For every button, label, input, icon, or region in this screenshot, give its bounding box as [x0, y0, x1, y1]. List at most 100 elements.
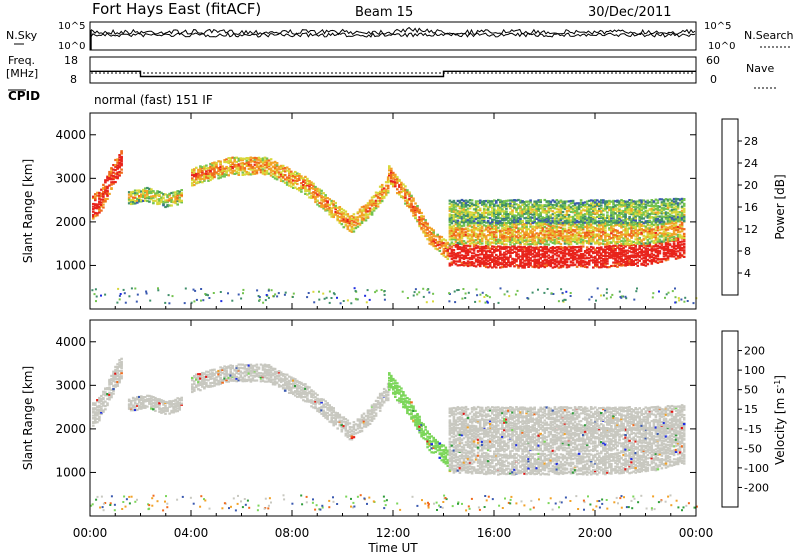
echo-cell: [453, 200, 456, 202]
echo-cell: [206, 294, 208, 296]
echo-cell: [332, 216, 335, 218]
echo-cell: [300, 175, 303, 177]
echo-cell: [96, 214, 99, 216]
echo-cell: [298, 173, 301, 175]
echo-cell: [463, 225, 466, 227]
echo-cell: [104, 181, 107, 183]
echo-cell: [266, 170, 269, 172]
echo-cell: [519, 218, 522, 220]
echo-cell: [110, 187, 113, 189]
echo-cell: [592, 238, 595, 240]
echo-cell: [441, 236, 444, 238]
echo-cell: [412, 200, 415, 202]
echo-cell: [313, 301, 315, 303]
echo-cell: [278, 292, 280, 294]
echo-cell: [533, 216, 536, 218]
echo-cell: [300, 191, 303, 193]
echo-cell: [666, 293, 668, 295]
echo-cell: [537, 210, 540, 212]
station-title: Fort Hays East (fitACF): [92, 0, 261, 18]
echo-cell: [170, 204, 173, 206]
echo-cell: [334, 202, 337, 204]
echo-cell: [98, 416, 101, 418]
echo-cell: [377, 205, 380, 207]
echo-cell: [572, 200, 575, 202]
echo-cell: [519, 243, 522, 245]
echo-cell: [600, 295, 602, 297]
echo-cell: [374, 291, 376, 293]
freq-left-tick-high: 18: [64, 54, 78, 67]
echo-cell: [94, 402, 97, 404]
echo-cell: [580, 199, 583, 201]
echo-cell: [180, 189, 183, 191]
echo-cell: [312, 291, 314, 293]
echo-cell: [683, 216, 686, 218]
echo-cell: [265, 299, 267, 301]
y-tick-label: 1000: [55, 258, 86, 272]
echo-cell: [219, 162, 222, 164]
echo-cell: [594, 256, 597, 258]
echo-cell: [590, 243, 593, 245]
echo-cell: [341, 223, 344, 225]
echo-cell: [602, 221, 605, 223]
echo-cell: [94, 293, 96, 295]
echo-cell: [461, 237, 464, 239]
echo-cell: [547, 288, 549, 290]
echo-cell: [422, 216, 425, 218]
echo-cell: [556, 258, 559, 260]
echo-cell: [572, 262, 575, 264]
echo-cell: [600, 246, 603, 248]
echo-cell: [675, 253, 678, 255]
echo-cell: [308, 292, 310, 294]
echo-cell: [597, 287, 599, 289]
colorbar-tick-label: 8: [744, 245, 751, 258]
freq-left-tick-low: 8: [70, 73, 77, 86]
echo-cell: [495, 234, 498, 236]
echo-cell: [485, 302, 487, 304]
echo-cell: [453, 243, 456, 245]
echo-cell: [673, 236, 676, 238]
noise-right-tick-high: 10^5: [704, 21, 731, 32]
echo-cell: [448, 300, 450, 302]
echo-cell: [95, 300, 97, 302]
echo-cell: [604, 227, 607, 229]
echo-cell: [357, 219, 360, 221]
echo-cell: [565, 291, 567, 293]
echo-cell: [562, 292, 564, 294]
echo-cell: [635, 290, 637, 292]
echo-cell: [453, 249, 456, 251]
echo-cell: [276, 178, 279, 180]
echo-cell: [675, 200, 678, 202]
echo-cell: [262, 302, 264, 304]
echo-cell: [100, 295, 102, 297]
echo-cell: [491, 254, 494, 256]
echo-cell: [471, 199, 474, 201]
echo-cell: [102, 206, 105, 208]
echo-cell: [537, 289, 539, 291]
echo-cell: [404, 185, 407, 187]
echo-cell: [304, 176, 307, 178]
echo-cell: [312, 183, 315, 185]
echo-cell: [657, 202, 660, 204]
echo-cell: [578, 208, 581, 210]
echo-cell: [454, 291, 456, 293]
noise-search-label: N.Search: [744, 29, 794, 42]
echo-cell: [687, 300, 689, 302]
echo-cell: [564, 204, 567, 206]
echo-cell: [625, 296, 627, 298]
echo-cell: [636, 288, 638, 290]
echo-cell: [643, 217, 646, 219]
echo-cell: [124, 292, 126, 294]
echo-cell: [120, 163, 123, 165]
echo-cell: [487, 220, 490, 222]
echo-cell: [626, 230, 629, 232]
echo-cell: [564, 228, 567, 230]
echo-cell: [205, 165, 208, 167]
echo-cell: [164, 302, 166, 304]
echo-cell: [552, 257, 555, 259]
echo-cell: [684, 297, 686, 299]
echo-cell: [392, 172, 395, 174]
echo-cell: [334, 205, 337, 207]
echo-cell: [664, 297, 666, 299]
